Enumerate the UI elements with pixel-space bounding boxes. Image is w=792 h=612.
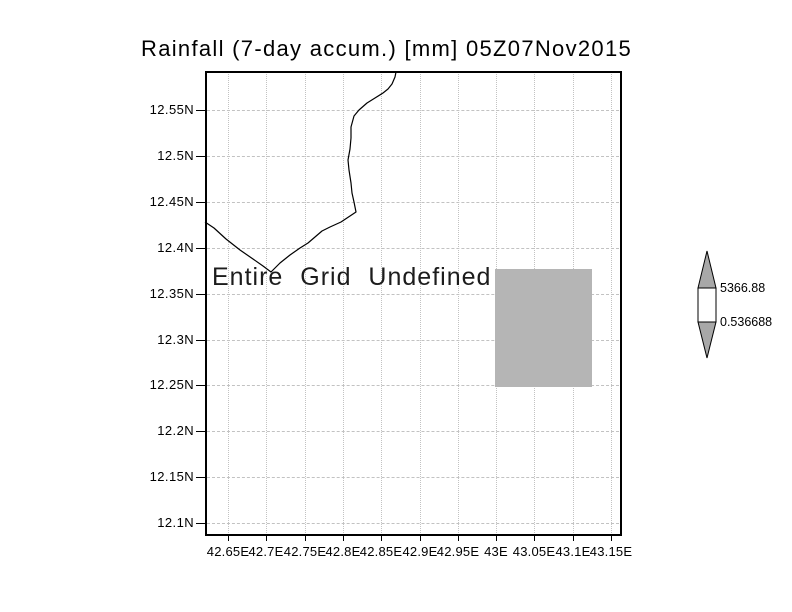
- lon-gridline: [420, 74, 421, 533]
- lat-gridline: [207, 523, 619, 524]
- lon-tick-label: 42.7E: [248, 544, 284, 559]
- lat-gridline: [207, 431, 619, 432]
- lon-tick-label: 42.95E: [436, 544, 480, 559]
- lon-gridline: [381, 74, 382, 533]
- lat-gridline: [207, 477, 619, 478]
- lon-gridline: [343, 74, 344, 533]
- lat-tick: [196, 385, 205, 386]
- lon-tick-label: 42.8E: [325, 544, 361, 559]
- lat-tick: [196, 294, 205, 295]
- lat-tick: [196, 431, 205, 432]
- lat-tick-label: 12.2N: [157, 423, 194, 438]
- lon-tick: [573, 535, 574, 541]
- lat-gridline: [207, 202, 619, 203]
- lon-tick-label: 43.15E: [589, 544, 633, 559]
- colorbar-up-arrow-icon: [697, 250, 717, 289]
- colorbar-down-arrow-icon: [697, 321, 717, 359]
- lat-tick: [196, 340, 205, 341]
- colorbar: [697, 250, 717, 359]
- plot-title: Rainfall (7-day accum.) [mm] 05Z07Nov201…: [141, 36, 633, 61]
- lat-tick: [196, 110, 205, 111]
- lon-gridline: [458, 74, 459, 533]
- lon-gridline: [611, 74, 612, 533]
- lat-tick-label: 12.1N: [157, 515, 194, 530]
- lat-tick-label: 12.15N: [149, 469, 194, 484]
- lon-tick: [496, 535, 497, 541]
- lon-tick-label: 42.9E: [402, 544, 438, 559]
- lon-tick: [381, 535, 382, 541]
- lat-gridline: [207, 340, 619, 341]
- lon-tick: [534, 535, 535, 541]
- lat-tick: [196, 477, 205, 478]
- lon-tick: [611, 535, 612, 541]
- lat-gridline: [207, 248, 619, 249]
- lat-tick-label: 12.25N: [149, 377, 194, 392]
- lat-gridline: [207, 156, 619, 157]
- shaded-region: [495, 269, 592, 387]
- lat-tick: [196, 523, 205, 524]
- lon-tick: [228, 535, 229, 541]
- lon-gridline: [228, 74, 229, 533]
- lon-tick: [343, 535, 344, 541]
- map-frame: [205, 71, 622, 536]
- lon-tick: [266, 535, 267, 541]
- lon-tick-label: 42.65E: [206, 544, 250, 559]
- lon-tick: [305, 535, 306, 541]
- lat-tick: [196, 156, 205, 157]
- coastline: [204, 71, 397, 273]
- lon-tick-label: 42.75E: [283, 544, 327, 559]
- lat-tick: [196, 202, 205, 203]
- undefined-message: Entire Grid Undefined: [212, 263, 492, 291]
- lat-gridline: [207, 110, 619, 111]
- lon-gridline: [266, 74, 267, 533]
- lat-tick-label: 12.55N: [149, 102, 194, 117]
- lat-gridline: [207, 385, 619, 386]
- lon-tick-label: 43.05E: [512, 544, 556, 559]
- colorbar-max-label: 5366.88: [720, 281, 766, 295]
- lat-tick-label: 12.35N: [149, 286, 194, 301]
- lat-tick-label: 12.4N: [157, 240, 194, 255]
- lat-tick-label: 12.5N: [157, 148, 194, 163]
- lat-tick-label: 12.45N: [149, 194, 194, 209]
- lon-tick: [458, 535, 459, 541]
- lat-tick-label: 12.3N: [157, 332, 194, 347]
- lon-tick-label: 43.1E: [555, 544, 591, 559]
- lon-tick: [420, 535, 421, 541]
- lon-tick-label: 43E: [484, 544, 508, 559]
- lon-gridline: [305, 74, 306, 533]
- lat-tick: [196, 248, 205, 249]
- lat-gridline: [207, 294, 619, 295]
- colorbar-min-label: 0.536688: [720, 315, 773, 329]
- lon-tick-label: 42.85E: [359, 544, 403, 559]
- colorbar-box: [697, 287, 717, 323]
